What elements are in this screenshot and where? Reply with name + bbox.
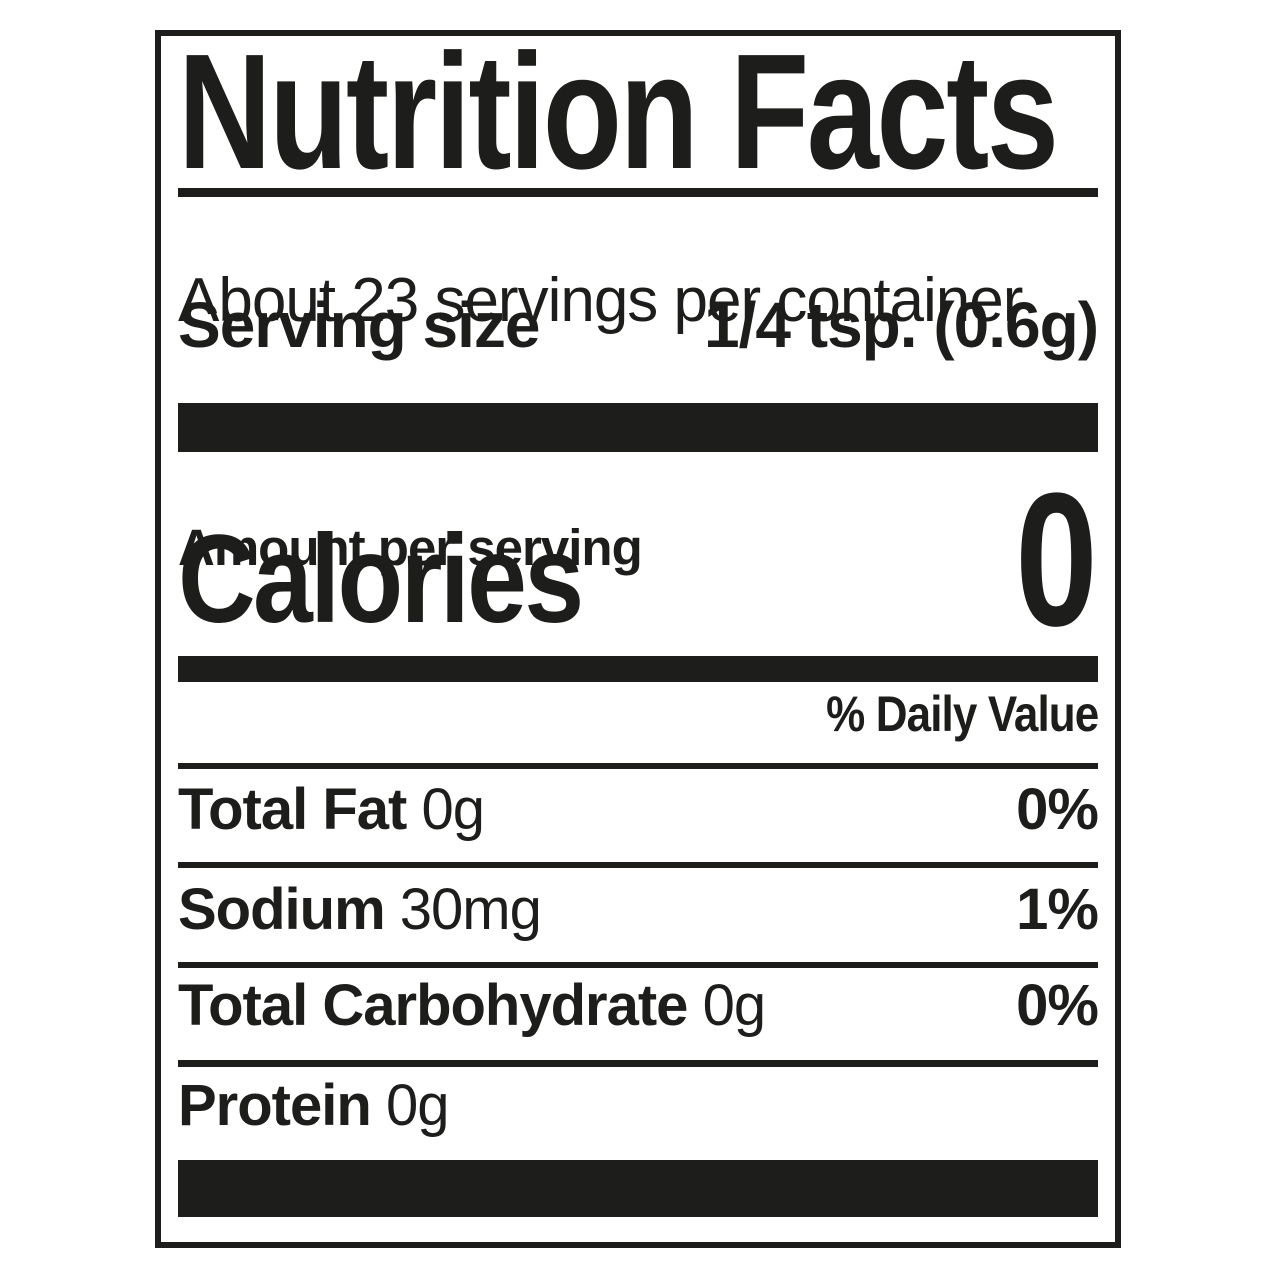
divider-row-2 xyxy=(178,862,1098,868)
nutrient-text: Total Carbohydrate 0g xyxy=(178,973,767,1039)
serving-size-value: 1/4 tsp. (0.6g) xyxy=(704,289,1099,361)
nutrient-row-sodium: Sodium 30mg 1% xyxy=(178,877,1099,943)
daily-value-header: % Daily Value xyxy=(825,686,1099,742)
label-title: Nutrition Facts xyxy=(178,30,1059,203)
thick-bar-bottom xyxy=(178,1160,1098,1217)
nutrient-row-protein: Protein 0g xyxy=(178,1073,1098,1139)
daily-value-header-row: % Daily Value xyxy=(178,686,1099,742)
serving-size-row: Serving size 1/4 tsp. (0.6g) xyxy=(178,289,1099,361)
nutrient-text: Total Fat 0g xyxy=(178,777,485,843)
nutrient-text: Protein 0g xyxy=(178,1073,450,1139)
calories-value: 0 xyxy=(1015,454,1098,666)
calories-label: Calories xyxy=(178,510,584,649)
nutrient-name: Total Fat xyxy=(178,777,407,842)
nutrient-text: Sodium 30mg xyxy=(178,877,542,943)
nutrient-name: Protein xyxy=(178,1073,372,1138)
servings-per-container: About 23 servings per container xyxy=(178,266,1023,335)
label-title-area: Nutrition Facts xyxy=(178,30,1098,203)
nutrient-amount: 0g xyxy=(702,973,767,1038)
nutrient-amount: 30mg xyxy=(399,877,542,942)
nutrient-amount: 0g xyxy=(385,1073,450,1138)
serving-size-label: Serving size xyxy=(178,289,540,361)
nutrient-daily-value: 0% xyxy=(1016,973,1099,1038)
nutrient-daily-value: 0% xyxy=(1016,777,1099,842)
divider-under-title xyxy=(178,188,1098,197)
nutrient-row-total-fat: Total Fat 0g 0% xyxy=(178,777,1099,843)
nutrient-row-total-carbohydrate: Total Carbohydrate 0g 0% xyxy=(178,973,1099,1039)
divider-row-3 xyxy=(178,962,1098,968)
divider-under-calories xyxy=(178,656,1098,682)
amount-per-serving-label: Amount per serving xyxy=(178,519,643,576)
nutrient-name: Total Carbohydrate xyxy=(178,973,688,1038)
nutrient-amount: 0g xyxy=(421,777,485,842)
divider-under-daily-value xyxy=(178,763,1098,769)
nutrient-daily-value: 1% xyxy=(1016,877,1099,942)
nutrient-name: Sodium xyxy=(178,877,386,942)
nutrition-facts-label: Nutrition Facts About 23 servings per co… xyxy=(155,30,1121,1248)
thick-bar-top xyxy=(178,403,1098,452)
divider-row-4 xyxy=(178,1060,1098,1067)
